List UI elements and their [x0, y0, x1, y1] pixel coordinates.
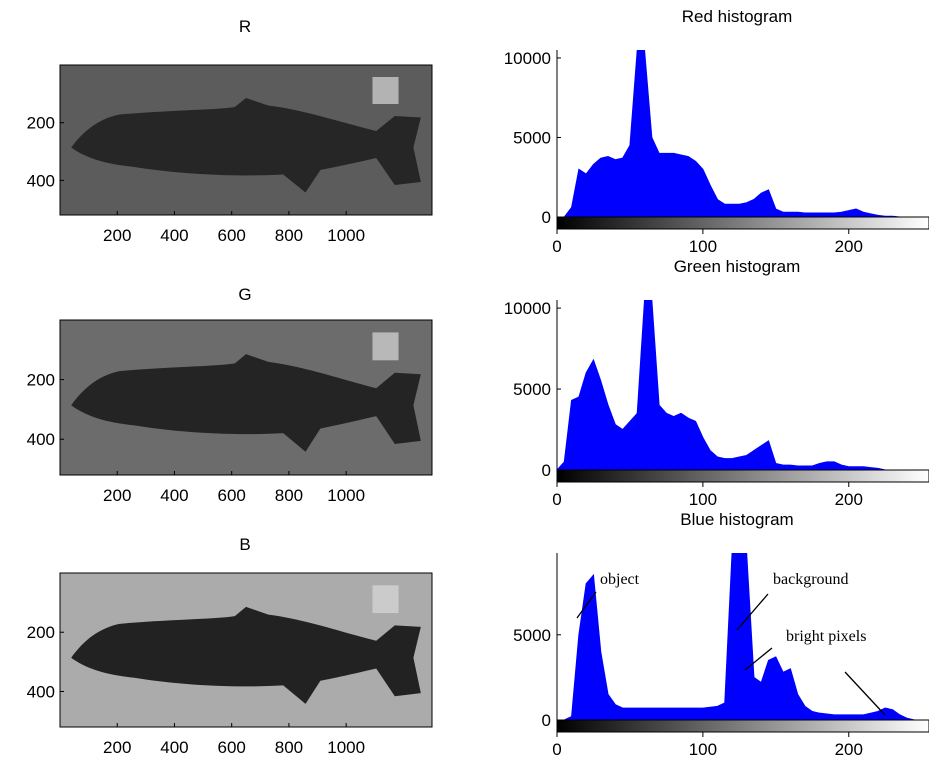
x-tick-label: 400: [160, 486, 188, 505]
paper-tag: [372, 77, 398, 104]
x-tick-label: 200: [103, 226, 131, 245]
y-tick-label: 5000: [513, 626, 551, 645]
colorbar: [557, 470, 929, 482]
page: R2004006008001000200400G2004006008001000…: [0, 0, 929, 769]
chart-title: G: [238, 285, 251, 304]
y-tick-label: 10000: [504, 299, 551, 318]
x-tick-label: 200: [835, 237, 863, 256]
x-tick-label: 600: [218, 226, 246, 245]
x-tick-label: 800: [275, 486, 303, 505]
y-tick-label: 200: [27, 623, 55, 642]
x-tick-label: 400: [160, 738, 188, 757]
y-tick-label: 10000: [504, 49, 551, 68]
y-tick-label: 0: [542, 208, 551, 227]
chart-title: Blue histogram: [680, 510, 793, 529]
y-tick-label: 400: [27, 682, 55, 701]
figure: R2004006008001000200400G2004006008001000…: [0, 0, 929, 769]
x-tick-label: 1000: [327, 226, 365, 245]
x-tick-label: 0: [552, 740, 561, 759]
annotation: object: [600, 571, 640, 588]
paper-tag: [372, 332, 398, 360]
histogram-area: [557, 300, 929, 470]
annotation-arrow: [845, 672, 885, 715]
colorbar: [557, 720, 929, 732]
x-tick-label: 1000: [327, 486, 365, 505]
x-tick-label: 800: [275, 738, 303, 757]
x-tick-label: 100: [689, 740, 717, 759]
x-tick-label: 200: [103, 738, 131, 757]
y-tick-label: 400: [27, 171, 55, 190]
x-tick-label: 400: [160, 226, 188, 245]
paper-tag: [372, 585, 398, 613]
x-tick-label: 1000: [327, 738, 365, 757]
histogram-area: [557, 50, 929, 217]
x-tick-label: 600: [218, 486, 246, 505]
y-tick-label: 5000: [513, 380, 551, 399]
y-tick-label: 5000: [513, 128, 551, 147]
chart-title: Red histogram: [682, 7, 793, 26]
annotation: background: [773, 571, 849, 588]
y-tick-label: 0: [542, 711, 551, 730]
y-tick-label: 200: [27, 114, 55, 133]
x-tick-label: 0: [552, 490, 561, 509]
x-tick-label: 100: [689, 237, 717, 256]
x-tick-label: 800: [275, 226, 303, 245]
annotation: bright pixels: [786, 628, 866, 645]
x-tick-label: 600: [218, 738, 246, 757]
x-tick-label: 0: [552, 237, 561, 256]
chart-title: R: [239, 17, 251, 36]
x-tick-label: 200: [835, 490, 863, 509]
x-tick-label: 200: [835, 740, 863, 759]
chart-title: B: [239, 535, 250, 554]
y-tick-label: 0: [542, 461, 551, 480]
y-tick-label: 200: [27, 371, 55, 390]
x-tick-label: 100: [689, 490, 717, 509]
y-tick-label: 400: [27, 430, 55, 449]
chart-title: Green histogram: [674, 257, 801, 276]
x-tick-label: 200: [103, 486, 131, 505]
colorbar: [557, 217, 929, 229]
